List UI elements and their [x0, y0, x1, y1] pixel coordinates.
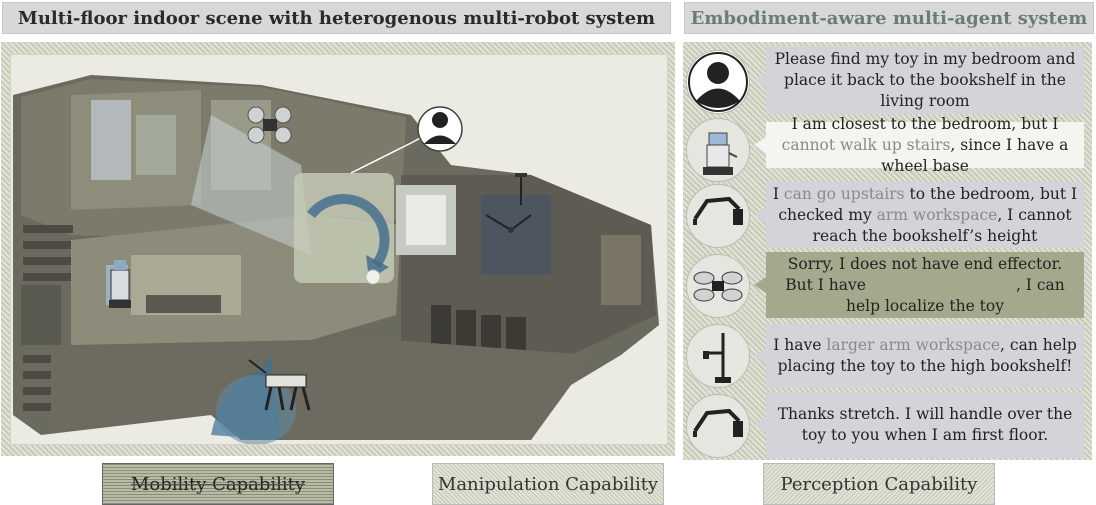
drone-icon	[693, 271, 743, 302]
user-icon	[687, 51, 749, 113]
chat-message-drone: Sorry, I does not have end effector. But…	[754, 252, 1084, 318]
scene-title: Multi-floor indoor scene with heterogeno…	[2, 2, 671, 34]
chat-message-wheeled-robot: I am closest to the bedroom, but I canno…	[754, 115, 1084, 175]
chat-message-text: Please find my toy in my bedroom and pla…	[774, 49, 1076, 110]
drone-icon	[247, 106, 292, 144]
multi-floor-house-illustration	[13, 75, 659, 445]
robot-arm-avatar-2	[686, 394, 750, 458]
robot-arm-icon	[693, 408, 743, 437]
legend-mobility: Mobility Capability	[102, 463, 334, 505]
chat-message-text: I can go upstairs to the bedroom, but I …	[772, 184, 1078, 245]
user-avatar	[686, 50, 750, 114]
robot-arm-icon	[693, 196, 743, 225]
wheeled-robot-avatar	[686, 118, 750, 182]
agent-system-title: Embodiment-aware multi-agent system	[684, 2, 1094, 34]
chat-message-text: Sorry, I does not have end effector. But…	[785, 254, 1065, 315]
wheeled-robot-icon	[109, 260, 131, 308]
tall-arm-robot-avatar	[686, 324, 750, 388]
wheeled-robot-icon	[703, 132, 738, 175]
tall-arm-robot-icon	[703, 333, 731, 383]
scene-panel	[10, 54, 668, 445]
legend-perception: Perception Capability	[763, 463, 995, 505]
scene-frame	[1, 42, 675, 456]
chat-message-robot-arm-2: Thanks stretch. I will handle over the t…	[754, 392, 1084, 458]
quadruped-robot-icon	[248, 359, 311, 411]
chat-message-text: I have larger arm workspace, can help pl…	[773, 336, 1077, 375]
legend-manipulation: Manipulation Capability	[432, 463, 664, 505]
user-icon	[417, 106, 463, 152]
robot-arm-icon	[485, 214, 532, 233]
drone-avatar	[686, 254, 750, 318]
chat-message-text: I am closest to the bedroom, but I canno…	[781, 114, 1069, 175]
chat-message-text: Thanks stretch. I will handle over the t…	[777, 405, 1073, 444]
tall-arm-robot-icon	[515, 173, 527, 205]
chat-message-robot-arm: I can go upstairs to the bedroom, but I …	[754, 182, 1084, 248]
chat-message-user: Please find my toy in my bedroom and pla…	[754, 46, 1084, 114]
chat-message-tall-arm-robot: I have larger arm workspace, can help pl…	[754, 324, 1084, 388]
robot-arm-avatar	[686, 184, 750, 248]
